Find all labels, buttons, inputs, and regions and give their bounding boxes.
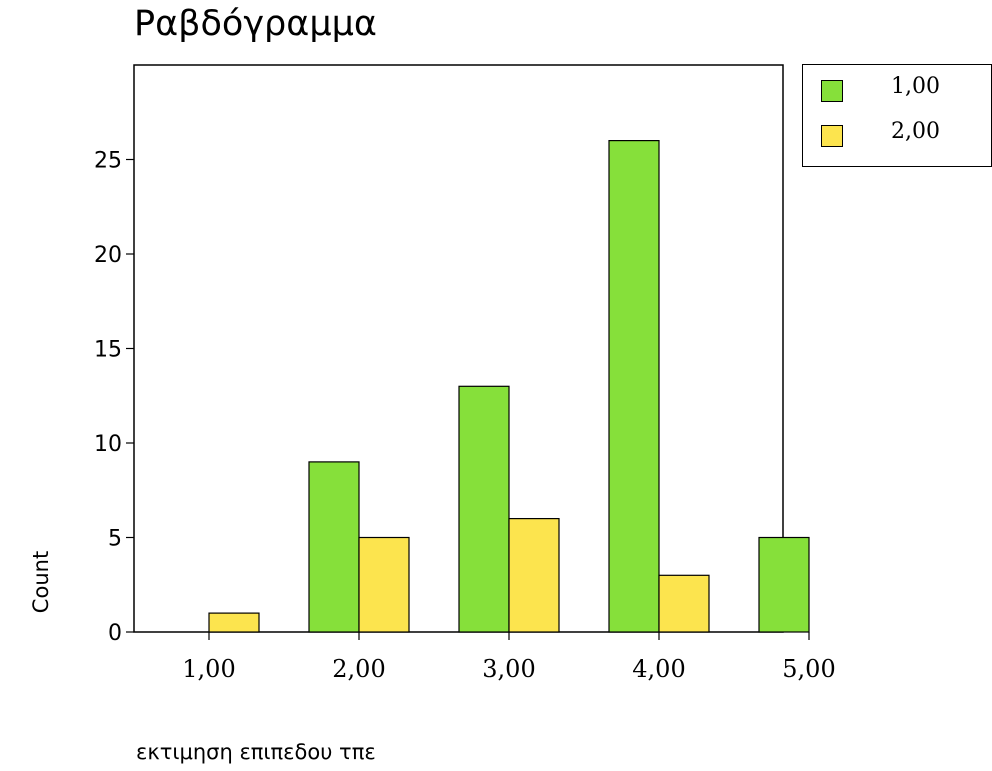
- y-axis-ticks: 0 5 10 15 20 25: [94, 149, 134, 646]
- y-tick-label: 20: [94, 243, 122, 268]
- bar-series-1-3,00: [458, 385, 510, 633]
- y-tick-label: 0: [108, 621, 122, 646]
- legend-swatch-series-1: [821, 80, 843, 102]
- y-tick-label: 25: [94, 149, 122, 174]
- x-axis-ticks: 1,00 2,00 3,00 4,00 5,00: [182, 632, 836, 683]
- y-tick-label: 15: [94, 338, 122, 363]
- x-axis-label: εκτιμηση επιπεδου τπε: [136, 740, 376, 764]
- x-tick-label: 2,00: [332, 655, 385, 683]
- legend: 1,00 2,00: [802, 64, 992, 167]
- bar-series-1-2,00: [308, 461, 360, 633]
- bar-series-1-4,00: [608, 140, 660, 633]
- x-tick-label: 3,00: [482, 655, 535, 683]
- bar-series-2-2,00: [358, 536, 410, 633]
- bars-group: [208, 140, 810, 633]
- x-tick-label: 4,00: [632, 655, 685, 683]
- legend-label-series-2: 2,00: [891, 119, 940, 144]
- chart-title: Ραβδόγραμμα: [134, 4, 377, 44]
- x-tick-label: 1,00: [182, 655, 235, 683]
- legend-item-series-1: [821, 78, 843, 104]
- legend-swatch-series-2: [821, 125, 843, 147]
- y-tick-label: 10: [94, 432, 122, 457]
- legend-item-series-2: [821, 123, 843, 149]
- x-tick-label: 5,00: [782, 655, 835, 683]
- bar-series-2-1,00: [208, 612, 260, 633]
- bar-series-2-4,00: [658, 574, 710, 633]
- y-tick-label: 5: [108, 527, 122, 552]
- legend-label-series-1: 1,00: [891, 74, 940, 99]
- bar-series-2-3,00: [508, 517, 560, 633]
- bar-series-1-5,00: [758, 536, 810, 633]
